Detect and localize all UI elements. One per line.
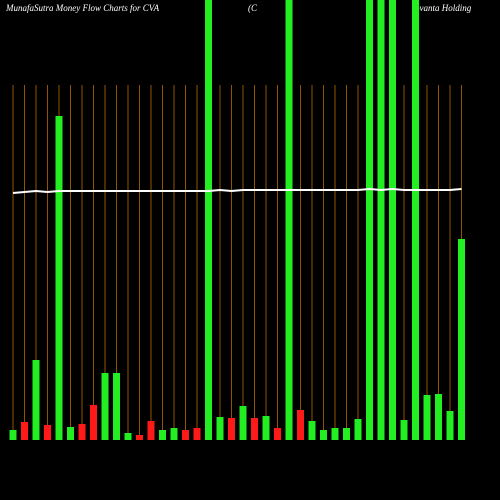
bar (216, 417, 224, 440)
bar (147, 421, 155, 440)
bar (159, 430, 166, 440)
bar (343, 428, 350, 440)
bar (67, 427, 74, 440)
bar (205, 0, 212, 440)
bar (389, 0, 396, 440)
bar (274, 428, 281, 440)
bar (377, 0, 385, 440)
bar (446, 411, 454, 440)
bar (101, 373, 109, 440)
bar (239, 406, 247, 440)
plot (9, 0, 465, 440)
bar (21, 422, 28, 440)
bar (44, 425, 51, 440)
bar (423, 395, 431, 440)
bar (262, 416, 270, 440)
bar (435, 394, 442, 440)
bar (228, 418, 235, 440)
bar (55, 116, 63, 440)
money-flow-line (12, 187, 462, 194)
bar (182, 430, 189, 440)
bar (400, 420, 408, 440)
bar (366, 0, 373, 440)
bar (32, 360, 40, 440)
bar (285, 0, 293, 440)
bar (331, 428, 339, 440)
bar (170, 428, 178, 440)
bar (458, 239, 465, 440)
chart-title: MunafaSutra Money Flow Charts for CVA (5, 3, 160, 13)
bar (136, 435, 143, 440)
bar (251, 418, 258, 440)
chart-title-right: ovanta Holding (415, 3, 472, 13)
bar (354, 419, 362, 440)
bar (297, 410, 304, 440)
bar (308, 421, 316, 440)
bar (193, 428, 201, 440)
chart-title-mid: (C (248, 3, 258, 13)
bar (90, 405, 97, 440)
bar (78, 424, 86, 440)
bar (412, 0, 419, 440)
bar (113, 373, 120, 440)
bar (124, 433, 132, 440)
bar (320, 430, 327, 440)
bar (9, 430, 17, 440)
